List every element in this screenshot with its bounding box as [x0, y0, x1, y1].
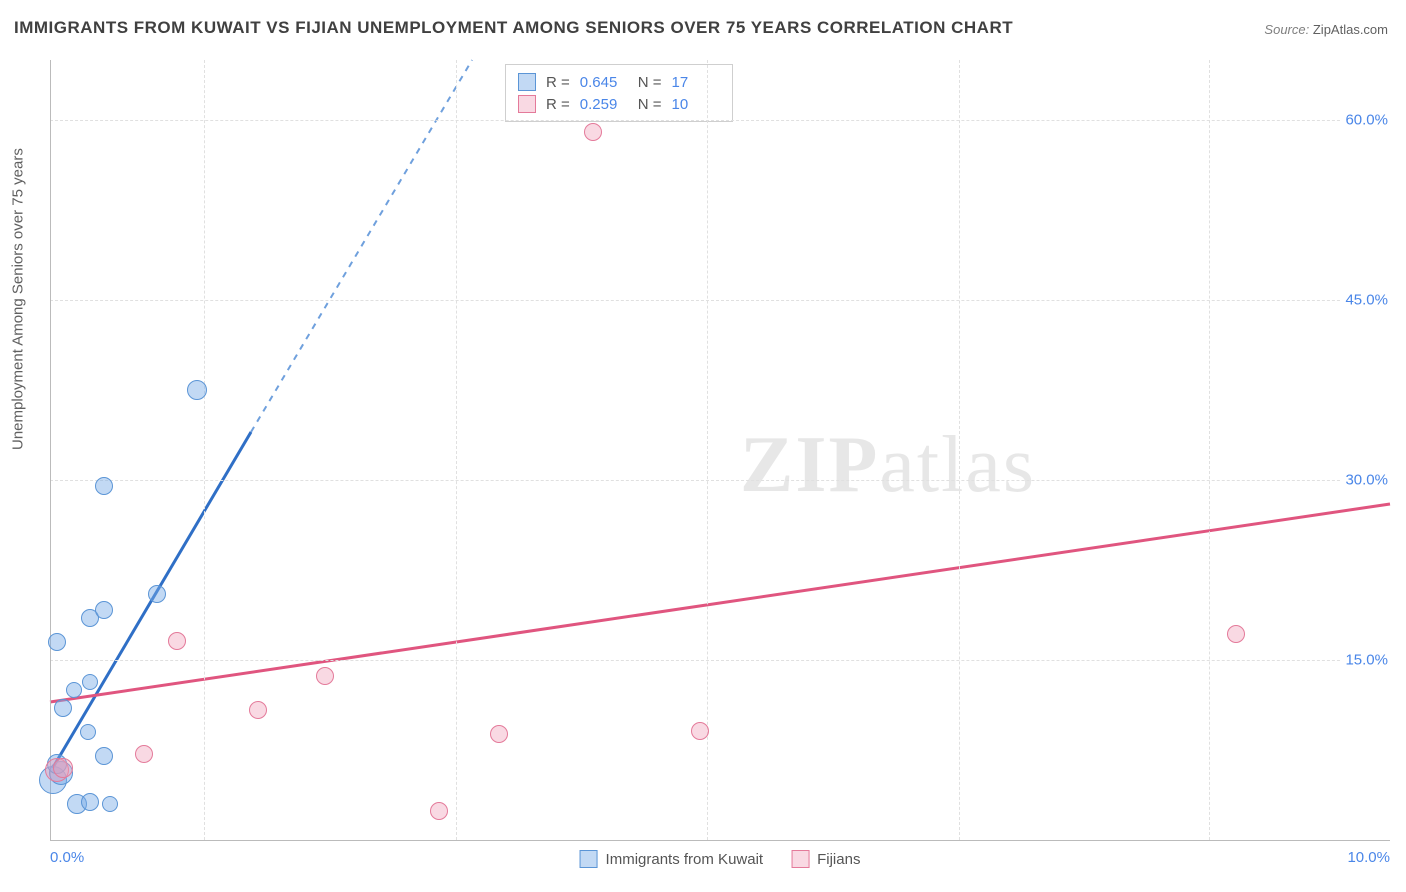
data-point	[168, 632, 186, 650]
data-point	[316, 667, 334, 685]
y-axis-label: Unemployment Among Seniors over 75 years	[10, 148, 27, 450]
data-point	[81, 793, 99, 811]
gridline-v	[204, 60, 205, 840]
source-value: ZipAtlas.com	[1313, 22, 1388, 37]
data-point	[1227, 625, 1245, 643]
legend-item: Fijians	[791, 850, 860, 868]
x-tick-label: 0.0%	[50, 849, 84, 866]
data-point	[249, 701, 267, 719]
source-label: Source:	[1264, 22, 1309, 37]
data-point	[102, 796, 118, 812]
trend-lines-layer	[50, 60, 1390, 840]
gridline-h	[50, 660, 1390, 661]
data-point	[430, 802, 448, 820]
data-point	[148, 585, 166, 603]
legend-r-value: 0.645	[580, 74, 628, 91]
data-point	[53, 758, 73, 778]
gridline-h	[50, 300, 1390, 301]
series-legend: Immigrants from Kuwait Fijians	[580, 850, 861, 868]
legend-r-label: R =	[546, 74, 570, 91]
chart-title: IMMIGRANTS FROM KUWAIT VS FIJIAN UNEMPLO…	[14, 18, 1013, 38]
y-tick-label: 45.0%	[1341, 292, 1392, 309]
data-point	[95, 477, 113, 495]
y-tick-label: 15.0%	[1341, 652, 1392, 669]
legend-series-label: Fijians	[817, 851, 860, 868]
data-point	[95, 747, 113, 765]
data-point	[95, 601, 113, 619]
legend-series-label: Immigrants from Kuwait	[606, 851, 764, 868]
x-axis	[50, 840, 1390, 841]
legend-r-label: R =	[546, 96, 570, 113]
data-point	[54, 699, 72, 717]
y-tick-label: 30.0%	[1341, 472, 1392, 489]
plot-area: ZIPatlas R = 0.645 N = 17 R = 0.259 N = …	[50, 60, 1390, 840]
legend-row: R = 0.259 N = 10	[518, 93, 720, 115]
legend-r-value: 0.259	[580, 96, 628, 113]
legend-swatch-icon	[518, 95, 536, 113]
legend-item: Immigrants from Kuwait	[580, 850, 764, 868]
legend-n-value: 10	[672, 96, 720, 113]
gridline-h	[50, 480, 1390, 481]
trend-line-dashed	[251, 60, 472, 432]
gridline-v	[707, 60, 708, 840]
legend-n-label: N =	[638, 74, 662, 91]
data-point	[80, 724, 96, 740]
data-point	[490, 725, 508, 743]
legend-swatch-icon	[791, 850, 809, 868]
source-attribution: Source: ZipAtlas.com	[1264, 22, 1388, 37]
data-point	[584, 123, 602, 141]
gridline-v	[959, 60, 960, 840]
data-point	[82, 674, 98, 690]
legend-swatch-icon	[518, 73, 536, 91]
gridline-h	[50, 120, 1390, 121]
legend-row: R = 0.645 N = 17	[518, 71, 720, 93]
legend-n-label: N =	[638, 96, 662, 113]
legend-swatch-icon	[580, 850, 598, 868]
y-axis	[50, 60, 51, 840]
y-tick-label: 60.0%	[1341, 112, 1392, 129]
correlation-legend: R = 0.645 N = 17 R = 0.259 N = 10	[505, 64, 733, 122]
data-point	[691, 722, 709, 740]
trend-line	[50, 504, 1390, 702]
data-point	[187, 380, 207, 400]
data-point	[48, 633, 66, 651]
gridline-v	[1209, 60, 1210, 840]
data-point	[135, 745, 153, 763]
x-tick-label: 10.0%	[1347, 849, 1390, 866]
data-point	[66, 682, 82, 698]
legend-n-value: 17	[672, 74, 720, 91]
gridline-v	[456, 60, 457, 840]
